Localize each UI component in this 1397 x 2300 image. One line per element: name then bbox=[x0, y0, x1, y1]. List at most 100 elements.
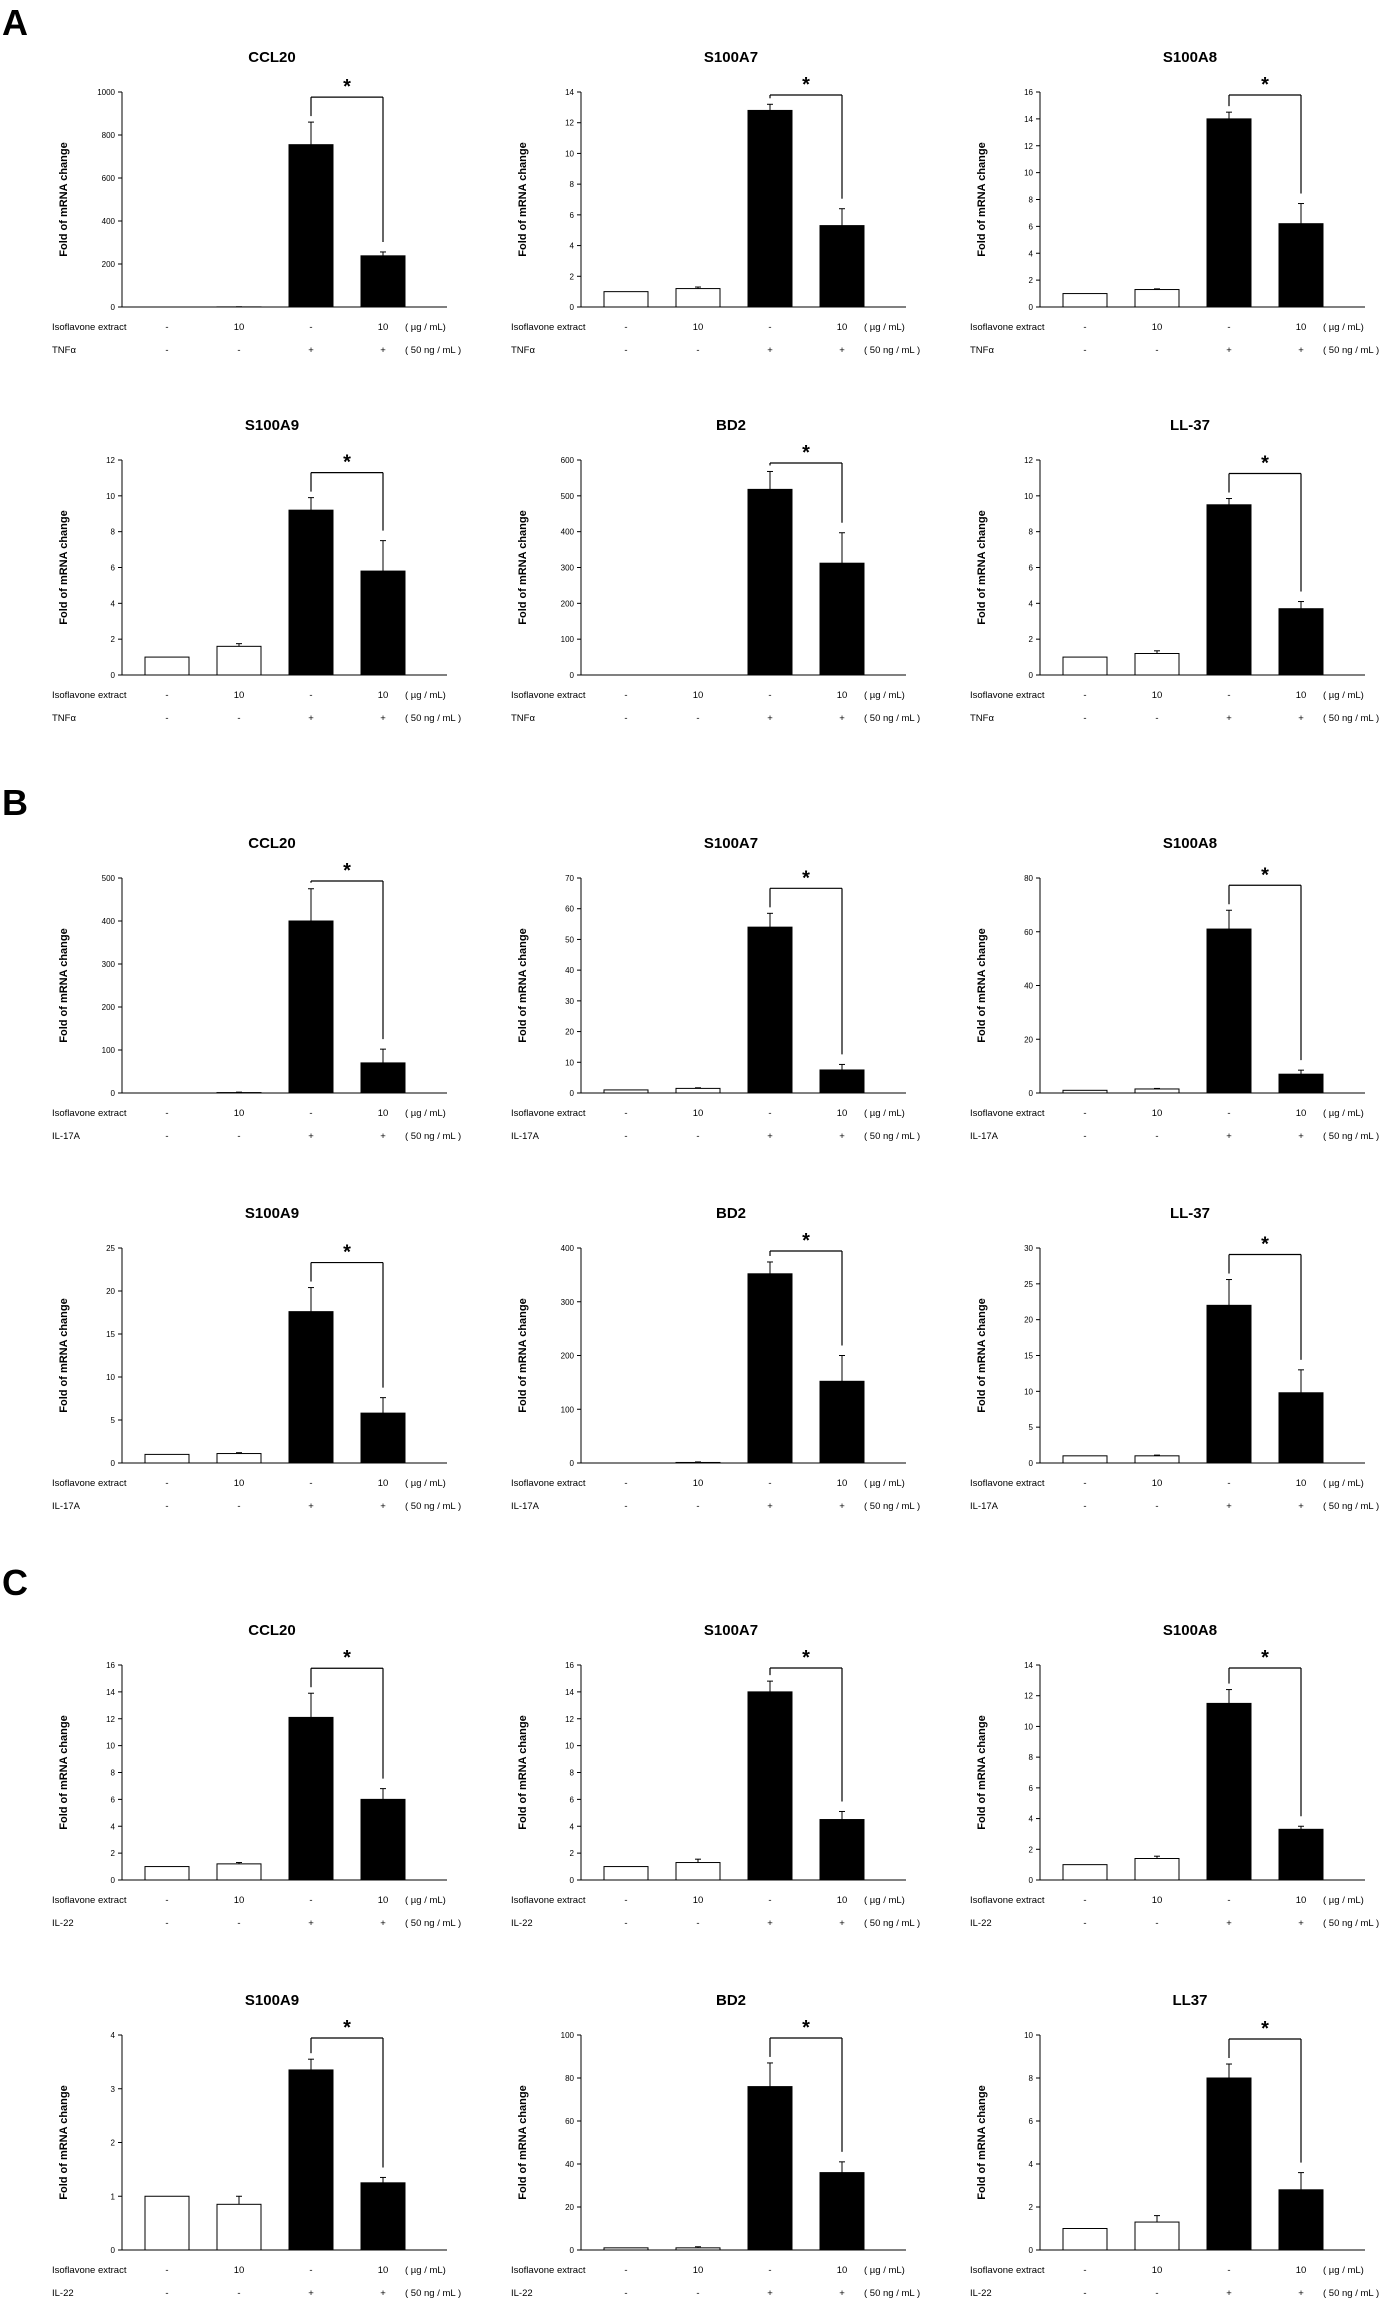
bar-4 bbox=[819, 1380, 865, 1464]
y-tick-label: 12 bbox=[1024, 142, 1033, 151]
y-tick-label: 8 bbox=[1029, 196, 1034, 205]
y-tick-label: 2 bbox=[1029, 1845, 1034, 1854]
row2-value: + bbox=[380, 2288, 386, 2299]
row2-value: - bbox=[1083, 345, 1086, 356]
y-tick-label: 25 bbox=[1024, 1280, 1033, 1289]
bar-4 bbox=[819, 2172, 865, 2251]
row1-value: 10 bbox=[1296, 322, 1307, 333]
y-tick-label: 15 bbox=[106, 1330, 115, 1339]
y-tick-label: 0 bbox=[1029, 1459, 1034, 1468]
row2-value: + bbox=[308, 1131, 314, 1142]
row1-value: - bbox=[1227, 1478, 1230, 1489]
bar-3 bbox=[747, 109, 793, 308]
significance-star: * bbox=[1261, 1647, 1269, 1669]
y-tick-label: 2 bbox=[111, 2139, 116, 2148]
row-label-isoflavone: Isoflavone extract bbox=[511, 1895, 586, 1906]
row2-unit: ( 50 ng / mL ) bbox=[864, 345, 920, 356]
y-tick-label: 100 bbox=[102, 1046, 116, 1055]
y-tick-label: 4 bbox=[111, 2031, 116, 2040]
row1-value: - bbox=[624, 2265, 627, 2276]
chart-title: S100A8 bbox=[1163, 49, 1217, 66]
row1-value: - bbox=[309, 322, 312, 333]
bar-2 bbox=[216, 2203, 262, 2251]
row2-unit: ( 50 ng / mL ) bbox=[1323, 1501, 1379, 1512]
y-tick-label: 100 bbox=[561, 2031, 575, 2040]
row2-value: + bbox=[839, 1918, 845, 1929]
row2-unit: ( 50 ng / mL ) bbox=[405, 1131, 461, 1142]
row2-value: - bbox=[696, 345, 699, 356]
row2-value: + bbox=[767, 345, 773, 356]
y-tick-label: 2 bbox=[1029, 276, 1034, 285]
row1-value: 10 bbox=[378, 1895, 389, 1906]
chart-title: S100A7 bbox=[704, 49, 758, 66]
y-tick-label: 200 bbox=[102, 1003, 116, 1012]
bar-1 bbox=[1062, 1089, 1108, 1094]
row2-value: - bbox=[1083, 713, 1086, 724]
bar-2 bbox=[216, 1863, 262, 1881]
row2-value: - bbox=[165, 713, 168, 724]
y-tick-label: 400 bbox=[561, 528, 575, 537]
y-axis-label: Fold of mRNA change bbox=[976, 1298, 988, 1412]
row1-value: 10 bbox=[837, 322, 848, 333]
y-tick-label: 600 bbox=[561, 456, 575, 465]
row2-value: + bbox=[1226, 2288, 1232, 2299]
row1-value: 10 bbox=[693, 1108, 704, 1119]
bar-2 bbox=[1134, 653, 1180, 676]
row1-value: - bbox=[165, 322, 168, 333]
bar-3 bbox=[288, 144, 334, 308]
y-tick-label: 40 bbox=[565, 966, 574, 975]
y-tick-label: 100 bbox=[561, 1405, 575, 1414]
row2-value: - bbox=[237, 713, 240, 724]
row2-value: - bbox=[237, 1501, 240, 1512]
chart-title: LL-37 bbox=[1170, 1205, 1210, 1222]
row-label-isoflavone: Isoflavone extract bbox=[970, 690, 1045, 701]
bar-4 bbox=[819, 1069, 865, 1094]
y-tick-label: 12 bbox=[565, 1715, 574, 1724]
bar-1 bbox=[144, 2195, 190, 2251]
row1-value: 10 bbox=[1296, 1478, 1307, 1489]
bar-3 bbox=[747, 1273, 793, 1464]
bar-3 bbox=[747, 488, 793, 676]
row2-unit: ( 50 ng / mL ) bbox=[405, 1918, 461, 1929]
y-tick-label: 10 bbox=[1024, 1722, 1033, 1731]
y-tick-label: 4 bbox=[1029, 599, 1034, 608]
row1-value: - bbox=[1083, 322, 1086, 333]
y-tick-label: 0 bbox=[570, 1876, 575, 1885]
row-label-isoflavone: Isoflavone extract bbox=[511, 2265, 586, 2276]
row2-value: + bbox=[839, 1131, 845, 1142]
y-tick-label: 30 bbox=[1024, 1244, 1033, 1253]
chart-title: BD2 bbox=[716, 1205, 746, 1222]
row1-value: 10 bbox=[1152, 690, 1163, 701]
y-tick-label: 60 bbox=[1024, 928, 1033, 937]
y-tick-label: 0 bbox=[111, 1089, 116, 1098]
y-tick-label: 300 bbox=[102, 960, 116, 969]
row2-value: + bbox=[767, 1131, 773, 1142]
row1-value: 10 bbox=[837, 1478, 848, 1489]
row1-value: - bbox=[768, 2265, 771, 2276]
y-tick-label: 4 bbox=[111, 599, 116, 608]
row2-value: + bbox=[308, 1501, 314, 1512]
bar-3 bbox=[747, 2086, 793, 2251]
y-tick-label: 2 bbox=[111, 635, 116, 644]
bar-1 bbox=[144, 1866, 190, 1881]
y-tick-label: 14 bbox=[565, 1688, 574, 1697]
row2-value: + bbox=[380, 1131, 386, 1142]
row1-value: - bbox=[768, 1108, 771, 1119]
y-tick-label: 10 bbox=[565, 149, 574, 158]
y-tick-label: 2 bbox=[111, 1849, 116, 1858]
row-label-isoflavone: Isoflavone extract bbox=[970, 1895, 1045, 1906]
bar-1 bbox=[603, 2247, 649, 2251]
row1-value: 10 bbox=[378, 1108, 389, 1119]
row2-value: + bbox=[1298, 2288, 1304, 2299]
row1-value: 10 bbox=[1152, 322, 1163, 333]
y-tick-label: 6 bbox=[111, 1795, 116, 1804]
row2-value: + bbox=[380, 1918, 386, 1929]
y-tick-label: 10 bbox=[1024, 492, 1033, 501]
bar-1 bbox=[603, 291, 649, 308]
row2-value: - bbox=[1155, 1918, 1158, 1929]
bar-3 bbox=[288, 1716, 334, 1881]
y-tick-label: 40 bbox=[1024, 982, 1033, 991]
bar-2 bbox=[216, 1453, 262, 1464]
row-label-stimulus: IL-17A bbox=[511, 1501, 540, 1512]
row1-value: 10 bbox=[1152, 1108, 1163, 1119]
